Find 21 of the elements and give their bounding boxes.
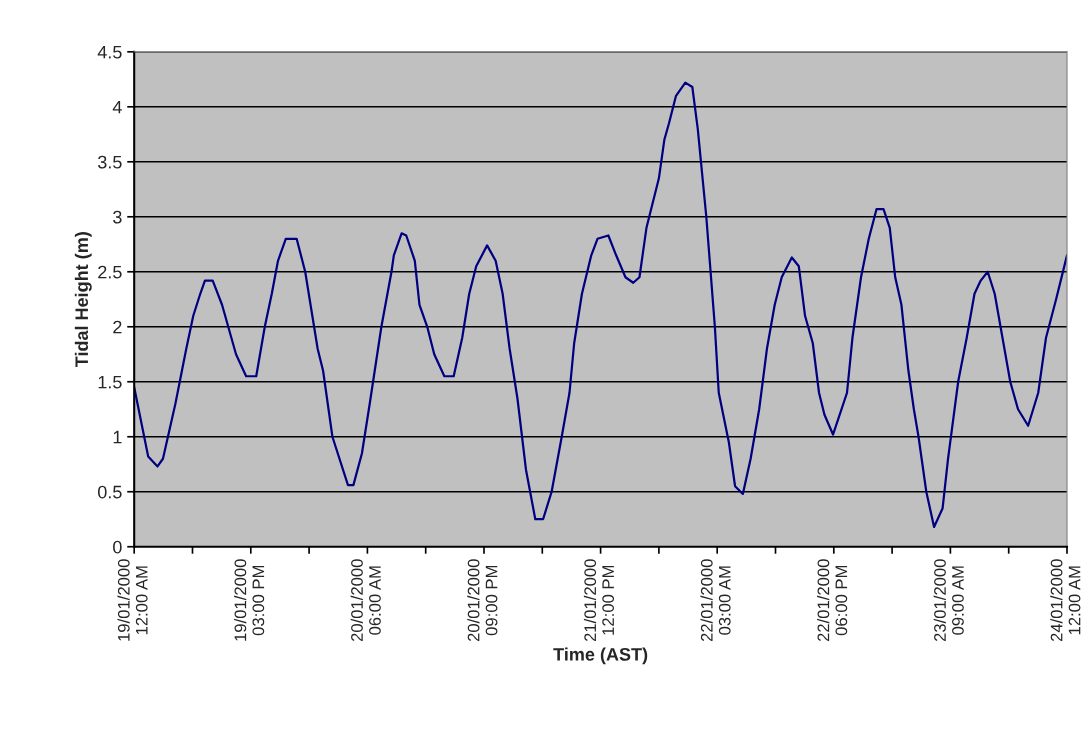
x-axis-title: Time (AST) xyxy=(553,647,648,665)
x-tick-label: 20/01/2000 06:00 AM xyxy=(350,559,381,642)
y-tick-label: 1.5 xyxy=(98,375,122,389)
x-tick-label: 19/01/2000 12:00 AM xyxy=(117,559,148,641)
x-tick-label: 21/01/2000 12:00 PM xyxy=(583,559,615,642)
x-tick-label: 22/01/2000 06:00 PM xyxy=(817,559,848,642)
x-tick-label: 20/01/2000 09:00 PM xyxy=(467,559,498,642)
x-tick-label: 24/01/2000 12:00 AM xyxy=(1050,559,1081,642)
y-tick-label: 1 xyxy=(113,430,122,444)
x-tick-label: 19/01/2000 03:00 PM xyxy=(234,559,265,641)
y-tick-label: 2.5 xyxy=(98,265,122,279)
y-tick-label: 0.5 xyxy=(98,485,122,499)
y-tick-label: 0 xyxy=(113,540,122,554)
y-axis-title: Tidal Height (m) xyxy=(74,232,92,368)
x-tick-label: 23/01/2000 09:00 AM xyxy=(933,559,964,642)
y-tick-label: 4 xyxy=(112,100,122,114)
y-tick-label: 3.5 xyxy=(97,155,122,169)
y-tick-label: 2 xyxy=(113,320,122,334)
y-tick-label: 3 xyxy=(113,210,122,224)
x-tick-label: 22/01/2000 03:00 AM xyxy=(700,559,731,642)
y-tick-label: 4.5 xyxy=(97,45,122,59)
